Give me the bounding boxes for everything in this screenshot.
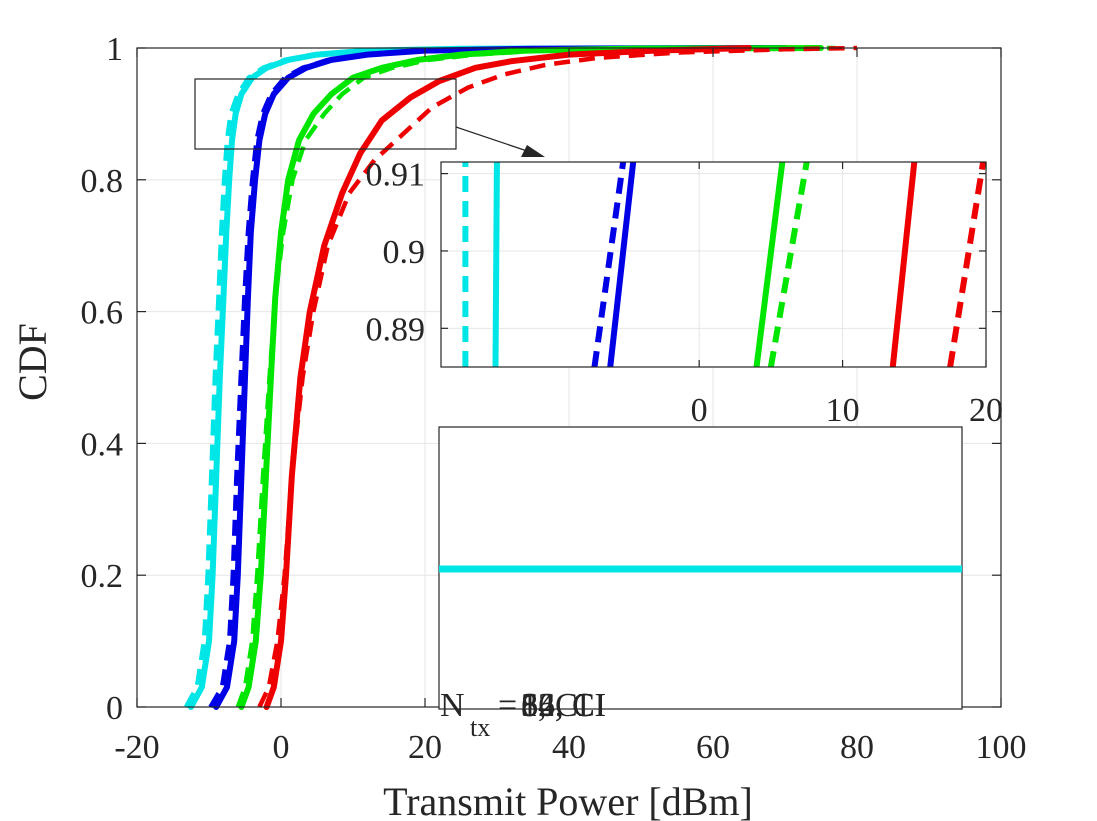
legend-label-value: 8, CI — [521, 687, 589, 724]
inset-y-tick-label: 0.91 — [366, 157, 426, 194]
series-line-blue-dashed — [208, 45, 771, 709]
series-line-green-dashed — [235, 45, 836, 708]
x-tick-label: 80 — [840, 729, 874, 766]
legend-label-subscript: tx — [470, 713, 490, 742]
legend-label-value: 16, CI — [521, 687, 606, 724]
y-tick-label: 0.6 — [81, 295, 124, 332]
inset-line-red-dashed — [947, 161, 987, 368]
y-tick-label: 1 — [106, 31, 123, 68]
zoom-arrow — [455, 126, 531, 153]
y-tick-label: 0 — [106, 690, 123, 727]
inset-y-tick-label: 0.89 — [366, 311, 426, 348]
inset-line-blue-dashed — [591, 161, 627, 368]
series-line-red-dashed — [257, 45, 858, 708]
series-line-cyan-dashed — [184, 45, 699, 709]
zoom-arrow-head — [521, 145, 545, 157]
inset-x-tick-label: 0 — [691, 392, 708, 429]
inset-axes-box — [440, 161, 987, 368]
legend-label-equals: = — [498, 687, 517, 724]
zoom-region-box — [194, 78, 457, 150]
y-tick-label: 0.2 — [81, 558, 124, 595]
legend-label-n: N — [440, 687, 465, 724]
series-line-red-solid — [263, 45, 752, 710]
x-tick-label: 100 — [976, 729, 1027, 766]
y-tick-label: 0.4 — [81, 426, 124, 463]
inset-x-tick-label: 20 — [969, 392, 1003, 429]
legend-label-value: 32, CI — [521, 687, 606, 724]
inset-line-red-solid — [889, 161, 918, 368]
inset-series-group — [462, 161, 987, 368]
inset-line-blue-solid — [607, 161, 637, 368]
main-series-group — [184, 45, 858, 710]
inset-line-green-dashed — [767, 161, 810, 368]
x-axis-label: Transmit Power [dBm] — [383, 779, 753, 821]
legend-label-value: 64, CI — [521, 687, 606, 724]
x-tick-label: 20 — [408, 729, 442, 766]
inset-line-green-solid — [753, 161, 786, 368]
inset-ticks: 0 10 20 0.89 0.9 0.91 — [366, 157, 1004, 429]
x-tick-label: 0 — [273, 729, 290, 766]
inset-x-tick-label: 10 — [826, 392, 860, 429]
x-tick-label: 60 — [696, 729, 730, 766]
y-axis-label: CDF — [10, 323, 55, 401]
inset-line-cyan-solid — [492, 161, 500, 368]
x-tick-label: 40 — [552, 729, 586, 766]
inset-y-tick-label: 0.9 — [383, 234, 426, 271]
y-tick-label: 0.8 — [81, 163, 124, 200]
x-tick-label: -20 — [114, 729, 159, 766]
